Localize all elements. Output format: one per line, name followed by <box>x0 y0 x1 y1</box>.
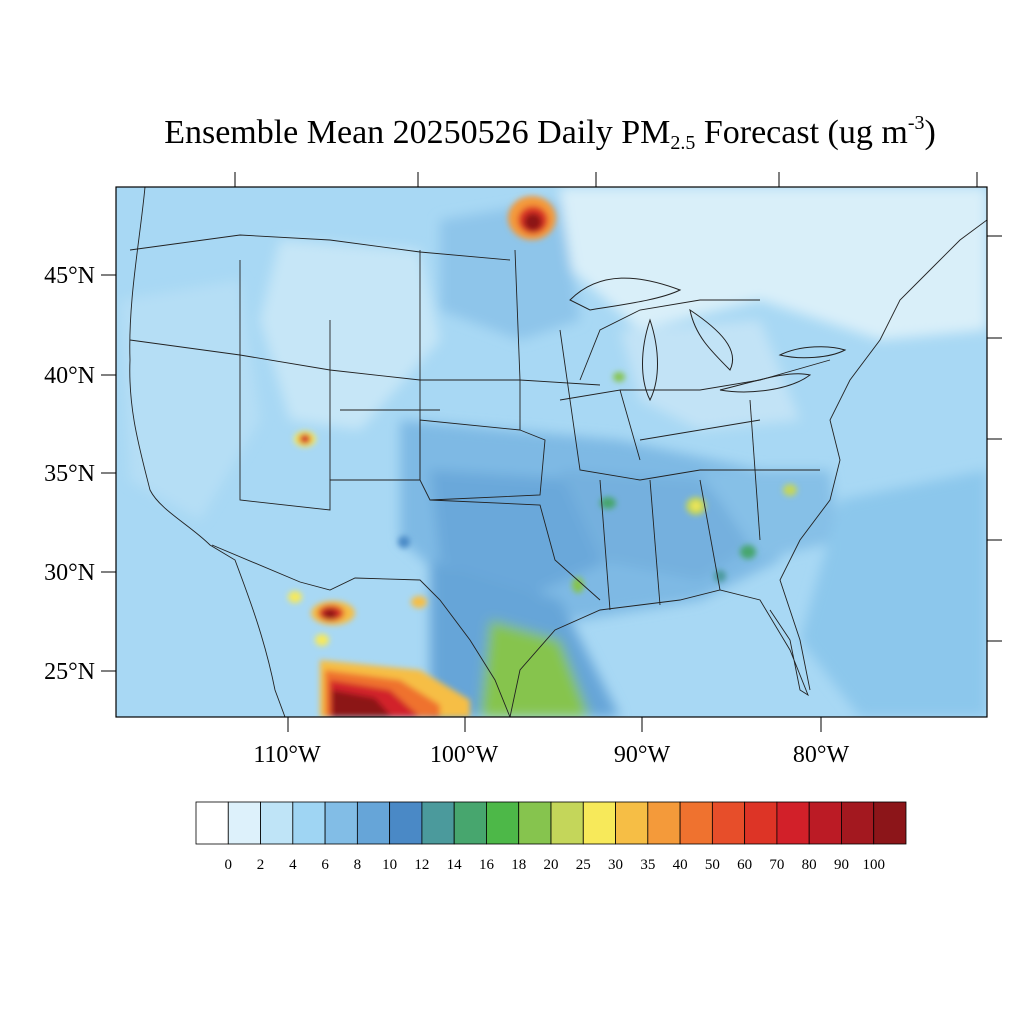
colorbar-level-label: 0 <box>225 857 233 873</box>
colorbar-level-label: 6 <box>321 857 329 873</box>
colorbar-swatch <box>679 801 713 845</box>
colorbar-swatch <box>324 801 358 845</box>
lon-label: 100°W <box>430 742 499 768</box>
colorbar-level-label: 30 <box>608 857 623 873</box>
lat-label: 40°N <box>44 363 95 389</box>
colorbar-level-label: 4 <box>289 857 297 873</box>
colorbar-level-label: 80 <box>802 857 817 873</box>
colorbar: 0 2 4 6 8 10 12 14 16 18 20 25 30 35 40 50 60 70 80 90 100 <box>195 801 907 873</box>
colorbar-swatch <box>615 801 649 845</box>
colorbar-swatch <box>841 801 875 845</box>
colorbar-level-label: 70 <box>769 857 784 873</box>
colorbar-swatch <box>356 801 391 845</box>
colorbar-swatch <box>389 801 423 845</box>
colorbar-swatch <box>873 801 907 845</box>
right-ticks <box>987 235 1002 642</box>
colorbar-swatch <box>582 801 616 845</box>
colorbar-level-label: 20 <box>544 857 559 873</box>
colorbar-level-label: 8 <box>354 857 362 873</box>
lat-label: 45°N <box>44 263 95 289</box>
longitude-labels: 110°W 100°W 90°W 80°W <box>253 742 849 768</box>
colorbar-level-label: 90 <box>834 857 849 873</box>
lon-label: 80°W <box>793 742 850 768</box>
left-ticks <box>101 274 116 672</box>
colorbar-swatch <box>518 801 552 845</box>
colorbar-level-label: 60 <box>737 857 752 873</box>
lat-label: 30°N <box>44 560 95 586</box>
bottom-ticks <box>287 717 822 732</box>
colorbar-level-label: 2 <box>257 857 265 873</box>
map-frame <box>115 186 988 718</box>
colorbar-swatch <box>711 801 746 845</box>
colorbar-swatch <box>486 801 520 845</box>
colorbar-swatch <box>260 801 294 845</box>
colorbar-swatch <box>292 801 326 845</box>
colorbar-swatch <box>744 801 778 845</box>
boundaries <box>129 187 987 717</box>
colorbar-level-label: 25 <box>576 857 591 873</box>
lon-label: 110°W <box>253 742 321 768</box>
lat-label: 35°N <box>44 461 95 487</box>
colorbar-swatch <box>550 801 584 845</box>
colorbar-level-label: 12 <box>414 857 429 873</box>
top-ticks <box>234 172 978 187</box>
colorbar-swatch <box>776 801 810 845</box>
colorbar-level-label: 50 <box>705 857 720 873</box>
colorbar-level-label: 10 <box>382 857 397 873</box>
colorbar-swatch <box>647 801 681 845</box>
map-title: Ensemble Mean 20250526 Daily PM2.5 Forec… <box>164 112 936 154</box>
great-lakes <box>569 277 847 402</box>
colorbar-swatch <box>453 801 487 845</box>
colorbar-level-label: 14 <box>447 857 463 873</box>
colorbar-level-label: 100 <box>862 857 885 873</box>
colorbar-swatch <box>808 801 842 845</box>
lat-label: 25°N <box>44 659 95 685</box>
colorbar-level-label: 35 <box>640 857 655 873</box>
lon-label: 90°W <box>614 742 671 768</box>
colorbar-swatch <box>421 801 455 845</box>
colorbar-level-label: 18 <box>511 857 526 873</box>
latitude-labels: 45°N 40°N 35°N 30°N 25°N <box>44 263 95 685</box>
colorbar-swatch <box>195 801 229 845</box>
concentration-field <box>116 187 987 717</box>
colorbar-swatch <box>227 801 261 845</box>
colorbar-level-label: 40 <box>673 857 688 873</box>
colorbar-level-label: 16 <box>479 857 495 873</box>
